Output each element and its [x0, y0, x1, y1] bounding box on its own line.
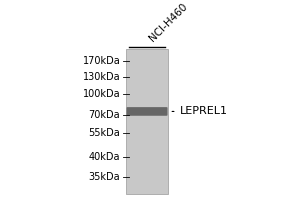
Text: 35kDa: 35kDa	[89, 172, 120, 182]
Text: 170kDa: 170kDa	[82, 56, 120, 66]
FancyBboxPatch shape	[127, 107, 167, 116]
Text: 55kDa: 55kDa	[88, 128, 120, 138]
Text: 70kDa: 70kDa	[89, 110, 120, 120]
Text: NCI-H460: NCI-H460	[147, 2, 189, 44]
Bar	[126, 49, 168, 194]
Text: LEPREL1: LEPREL1	[180, 106, 228, 116]
Text: 40kDa: 40kDa	[89, 152, 120, 162]
Text: 100kDa: 100kDa	[83, 89, 120, 99]
Text: 130kDa: 130kDa	[83, 72, 120, 82]
